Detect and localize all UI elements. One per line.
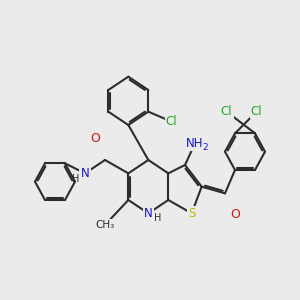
Text: O: O (230, 208, 240, 221)
Text: S: S (188, 207, 195, 220)
Text: CH₃: CH₃ (95, 220, 115, 230)
Text: 2: 2 (203, 143, 208, 152)
Text: H: H (72, 174, 80, 184)
Text: N: N (144, 207, 153, 220)
Text: NH: NH (186, 137, 204, 150)
Text: Cl: Cl (251, 105, 262, 118)
Text: H: H (154, 213, 161, 223)
Text: O: O (90, 132, 100, 145)
Text: Cl: Cl (166, 115, 178, 128)
Text: N: N (81, 167, 89, 180)
Text: Cl: Cl (221, 105, 232, 118)
